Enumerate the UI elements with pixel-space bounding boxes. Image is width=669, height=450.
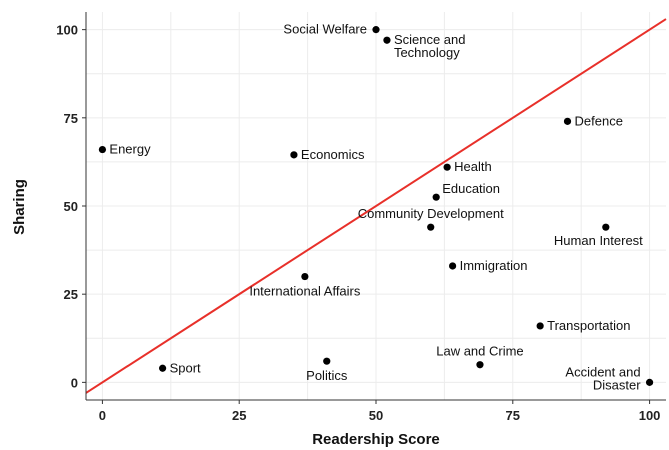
point-label-line: Technology [394, 45, 460, 60]
data-point [443, 163, 451, 171]
point-label: Science and Technology [394, 32, 466, 60]
data-point [536, 322, 544, 330]
y-tick-label: 75 [64, 111, 78, 126]
point-label: Politics [306, 368, 348, 383]
point-label-line: International Affairs [249, 284, 361, 299]
point-label: Human Interest [554, 233, 643, 248]
x-axis-title: Readership Score [312, 431, 440, 448]
data-point [602, 223, 610, 231]
data-point [159, 364, 167, 372]
point-label: Education [442, 181, 500, 196]
point-label-line: Immigration [460, 258, 528, 273]
data-point [372, 26, 380, 34]
point-label: Energy [109, 142, 151, 157]
axes: 0 25 50 75 100 0 25 50 75 100 [56, 12, 666, 423]
point-labels: Social Welfare Science and Technology Defen… [109, 22, 643, 393]
data-point [476, 361, 484, 369]
data-points [98, 26, 654, 386]
data-point [290, 151, 298, 159]
x-tick-label: 50 [369, 408, 383, 423]
point-label: Transportation [547, 318, 630, 333]
reference-line [85, 18, 667, 394]
point-label-line: Education [442, 181, 500, 196]
data-point [563, 117, 572, 125]
point-label: Community Development [358, 206, 504, 221]
point-label-line: Disaster [593, 377, 641, 392]
point-label-line: Defence [575, 113, 623, 128]
x-tick-label: 0 [99, 408, 106, 423]
point-label-line: Law and Crime [436, 344, 523, 359]
point-label: Sport [170, 360, 201, 375]
y-tick-label: 25 [64, 287, 78, 302]
point-label-line: Transportation [547, 318, 630, 333]
point-label-line: Accident and [565, 364, 640, 379]
point-label-line: Economics [301, 147, 365, 162]
point-label: Health [454, 159, 492, 174]
data-point [98, 145, 107, 154]
point-label: Defence [575, 113, 623, 128]
point-label: Immigration [460, 258, 528, 273]
data-point [301, 272, 309, 281]
point-label-line: Health [454, 159, 492, 174]
point-label: International Affairs [249, 284, 361, 299]
point-label-line: Sport [170, 360, 201, 375]
point-label: Law and Crime [436, 344, 523, 359]
x-tick-label: 100 [639, 408, 661, 423]
point-label-line: Social Welfare [283, 22, 367, 37]
reference-line-layer [85, 18, 667, 394]
data-point [323, 357, 331, 365]
y-axis-title: Sharing [11, 179, 28, 235]
y-tick-label: 0 [71, 375, 78, 390]
point-label: Accident and Disaster [565, 364, 641, 392]
data-point [432, 193, 440, 201]
y-tick-label: 50 [64, 199, 78, 214]
point-label-line: Politics [306, 368, 348, 383]
point-label-line: Energy [109, 142, 151, 157]
data-point [645, 378, 654, 386]
point-label-line: Science and [394, 32, 466, 47]
data-point [449, 262, 457, 270]
x-tick-label: 25 [232, 408, 246, 423]
data-point [427, 223, 435, 231]
data-point [383, 36, 391, 44]
point-label-line: Human Interest [554, 233, 643, 248]
x-tick-label: 75 [506, 408, 520, 423]
y-tick-label: 100 [56, 23, 78, 38]
point-label: Economics [301, 147, 365, 162]
point-label: Social Welfare [283, 22, 367, 37]
point-label-line: Community Development [358, 206, 504, 221]
